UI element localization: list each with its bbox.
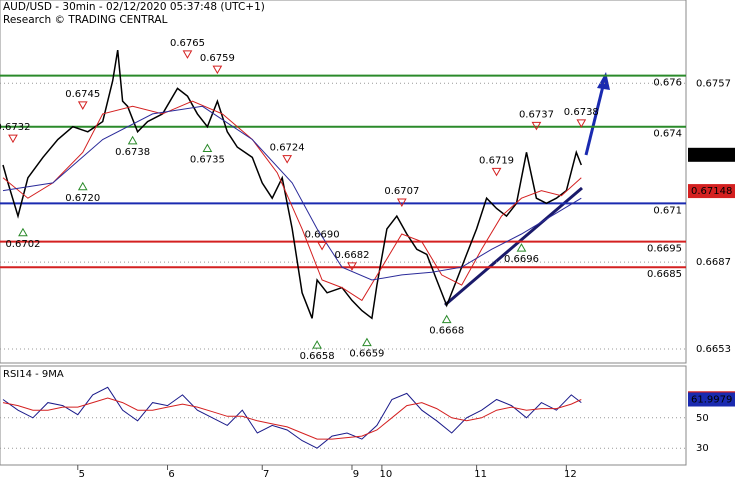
rsi-panel	[0, 365, 687, 466]
level-label: 0.674	[653, 129, 682, 140]
level-label: 0.6685	[647, 269, 682, 280]
trough-label: 0.6658	[300, 351, 335, 362]
peak-marker	[282, 155, 293, 164]
peak-marker	[77, 101, 88, 110]
x-tick-label: 12	[564, 469, 577, 480]
level-label: 0.671	[653, 205, 682, 216]
peak-label: 0.6759	[200, 53, 235, 64]
peak-label: 0.6719	[479, 155, 514, 166]
peak-label: 0.6765	[170, 38, 205, 49]
trough-marker	[77, 181, 88, 191]
trough-label: 0.6696	[504, 254, 539, 265]
series-line	[2, 397, 582, 440]
trough-label: 0.6738	[115, 147, 150, 158]
peak-marker	[182, 50, 193, 59]
y-tick-label: 0.6687	[696, 257, 731, 268]
trend-line	[444, 186, 583, 307]
peak-marker	[347, 262, 357, 271]
chart-subtitle: Research © TRADING CENTRAL	[3, 14, 168, 26]
x-tick-label: 9	[353, 469, 359, 480]
chart-title: AUD/USD - 30min - 02/12/2020 05:37:48 (U…	[3, 1, 265, 13]
peak-label: 0.6707	[384, 186, 419, 197]
price-box	[688, 147, 735, 162]
trough-marker	[18, 227, 28, 237]
series-line	[2, 105, 582, 281]
trough-marker	[362, 337, 372, 347]
peak-marker	[491, 167, 502, 177]
trough-marker	[516, 243, 527, 252]
level-label: 0.676	[653, 78, 682, 89]
trough-label: 0.6668	[429, 326, 464, 337]
forecast-arrow	[584, 85, 605, 156]
x-tick-label: 7	[263, 469, 269, 480]
peak-marker	[396, 198, 407, 208]
x-tick-label: 6	[168, 469, 174, 480]
level-label: 0.6695	[647, 244, 682, 255]
price-box-label: 0.67148	[691, 186, 732, 197]
x-tick-label: 5	[79, 469, 85, 480]
series-line	[2, 49, 582, 320]
y-tick-label: 0.6757	[696, 78, 731, 89]
trough-label: 0.6735	[190, 154, 225, 165]
peak-marker	[212, 65, 223, 75]
trough-marker	[441, 314, 452, 324]
y-tick-label: 50	[696, 413, 709, 424]
peak-label: 0.6738	[564, 107, 599, 118]
price-box	[688, 392, 735, 407]
rsi-title: RSI14 - 9MA	[3, 369, 64, 380]
peak-marker	[576, 119, 587, 128]
trough-label: 0.6659	[349, 349, 384, 360]
peak-marker	[8, 134, 18, 144]
peak-marker	[317, 241, 327, 251]
price-box-label: 0.6729	[691, 150, 726, 161]
price-panel	[0, 0, 687, 364]
peak-marker	[531, 121, 542, 131]
peak-label: 0.6732	[0, 122, 30, 133]
y-tick-label: 0.6653	[696, 344, 731, 355]
trough-marker	[127, 135, 138, 145]
y-tick-label: 30	[696, 443, 709, 454]
trough-marker	[202, 143, 213, 152]
peak-label: 0.6724	[270, 143, 305, 154]
price-box	[688, 184, 735, 199]
x-tick-label: 10	[380, 469, 393, 480]
x-tick-label: 11	[474, 469, 487, 480]
peak-label: 0.6690	[305, 229, 340, 240]
series-line	[2, 386, 582, 449]
trough-label: 0.6720	[65, 193, 100, 204]
peak-label: 0.6745	[65, 89, 100, 100]
price-box-label: 61.9979	[691, 395, 732, 406]
peak-label: 0.6737	[519, 109, 554, 120]
trough-label: 0.6702	[5, 239, 40, 250]
trough-marker	[312, 340, 322, 349]
series-line	[2, 100, 582, 302]
peak-label: 0.6682	[334, 250, 369, 261]
